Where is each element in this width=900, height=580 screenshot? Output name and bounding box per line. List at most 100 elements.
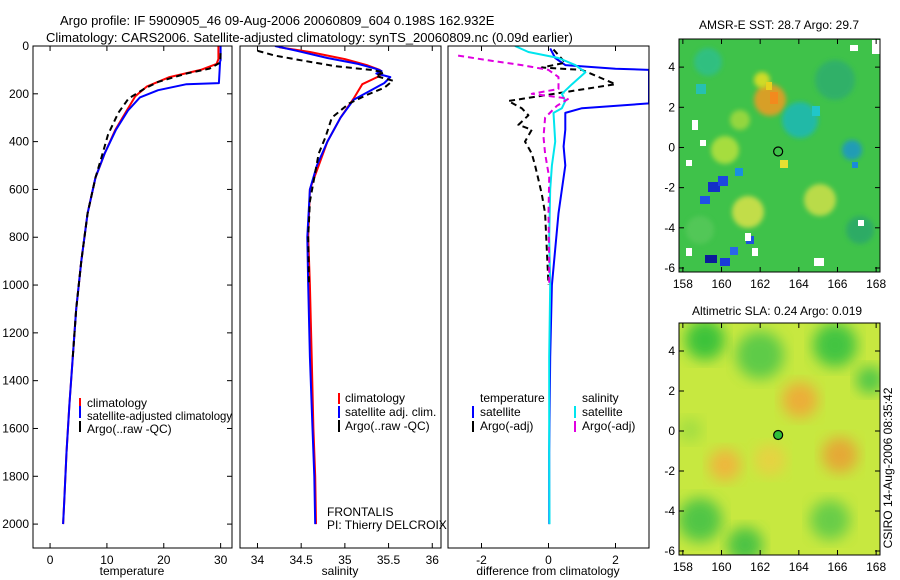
temperature-panel: 0 10 20 30 0 200 400 600 800 1000 1200 1400 1600 1800… [2,39,233,578]
series-line-climatology [279,46,381,525]
sla-map-axes-box [678,322,881,556]
x-tick-label: 164 [789,277,809,291]
x-tick-label: 0 [545,553,552,567]
x-tick-label: 30 [214,553,228,567]
sla-field-blob [810,500,850,540]
sst-field-blob [804,184,836,216]
y-tick-label: -4 [664,504,675,518]
sst-field-cell [852,162,858,168]
y-tick-label: 1400 [2,374,29,388]
x-tick-label: 160 [712,277,732,291]
legend-label-argo: Argo(..raw -QC) [345,419,430,433]
sst-field-cell [752,248,758,256]
y-tick-label: 2000 [2,517,29,531]
sst-field-blob [686,216,714,244]
series-line-climatology [62,46,220,525]
x-tick-label: 2 [612,553,619,567]
difference-legend: temperature salinity satellite Argo(-adj… [472,391,635,433]
sst-field-cell [686,160,692,166]
x-tick-label: 36 [426,553,440,567]
difference-axes-box [447,45,650,549]
salinity-lines [257,46,394,525]
x-tick-label: 168 [866,277,886,291]
y-tick-label: 600 [9,182,29,196]
sst-field-cell [730,247,738,255]
legend-label-temp-satellite: satellite [480,405,521,419]
y-tick-label: 800 [9,230,29,244]
series-line-salinity-satellite [514,46,587,525]
legend-label-sal-argo: Argo(-adj) [582,419,635,433]
series-line-argo-raw-qc [71,53,222,357]
difference-panel: -2 0 2 difference from climatology tempera… [447,45,650,578]
legend-label-argo: Argo(..raw -QC) [87,422,172,436]
x-tick-label: 158 [673,560,693,574]
series-line-satellite-adj-clim [274,46,392,525]
x-tick-label: 164 [789,560,809,574]
sst-field-blob [815,60,855,100]
csiro-timestamp: CSIRO 14-Aug-2006 08:35:42 [881,387,895,548]
y-tick-label: 1600 [2,421,29,435]
sst-field-cell [720,258,730,266]
difference-axis-ticks: -2 0 2 [476,46,619,567]
sla-map-field [679,323,880,555]
temperature-axes-box [32,45,233,549]
sst-map-panel: AMSR-E SST: 28.7 Argo: 29.7 158 160 162 164… [664,18,886,291]
sst-map-axis-ticks: 158 160 162 164 166 168 -6 -4 -2 0 2 4 [664,39,886,291]
y-tick-label: 1200 [2,326,29,340]
y-tick-label: -2 [664,181,675,195]
sla-field-blob [754,444,786,476]
sst-field-blob [694,48,722,76]
y-tick-label: 2 [668,384,675,398]
sst-map-axes-box [678,38,881,273]
sst-field-blob [842,140,862,160]
frontalis-label: FRONTALIS [327,505,393,519]
legend-label-temp-argo: Argo(-adj) [480,419,533,433]
y-tick-label: -6 [664,544,675,558]
sst-field-cell [696,84,706,94]
x-tick-label: 34 [251,553,265,567]
sla-field-blob [709,449,741,481]
sst-field-cell [770,92,778,104]
temperature-xlabel: temperature [100,564,165,578]
legend-label-climatology: climatology [87,396,147,410]
y-tick-label: 0 [668,424,675,438]
sst-field-cell [686,248,692,256]
sla-map-blobs [679,323,880,555]
sst-field-cell [692,120,698,130]
sla-field-blob [856,366,880,394]
legend-header-temperature: temperature [480,391,545,405]
temperature-axis-ticks: 0 10 20 30 0 200 400 600 800 1000 1200 1400 1600 1800… [2,39,232,567]
sst-field-cell [812,106,820,116]
sla-field-blob [685,323,725,360]
sla-field-blob [727,527,763,555]
difference-lines [457,46,649,525]
x-tick-label: 0 [47,553,54,567]
sst-field-cell [718,176,728,186]
sla-field-blob [782,382,818,418]
title-line-1: Argo profile: IF 5900905_46 09-Aug-2006 … [60,13,495,28]
sst-field-blob [711,136,739,164]
x-tick-label: 166 [827,277,847,291]
sla-field-blob [679,498,722,542]
salinity-panel: 34 34.5 35 35.5 36 salinity climatology sate… [239,45,447,578]
sst-field-blob [732,196,764,228]
sla-map-panel: Altimetric SLA: 0.24 Argo: 0.019 158 160 1… [664,304,886,574]
sst-field-cell [858,220,864,226]
legend-label-satellite: satellite-adjusted climatology [87,409,232,423]
sst-map-title: AMSR-E SST: 28.7 Argo: 29.7 [699,18,859,32]
x-tick-label: 158 [673,277,693,291]
sst-map-cells [686,40,880,266]
sla-map-title: Altimetric SLA: 0.24 Argo: 0.019 [692,304,862,318]
sst-field-cell [872,48,880,54]
y-tick-label: 0 [668,140,675,154]
y-tick-label: 4 [668,344,675,358]
y-tick-label: 0 [22,39,29,53]
sst-field-cell [700,196,710,204]
x-tick-label: 35 [338,553,352,567]
series-line-temperature-argo-adj [507,48,617,286]
sla-field-blob [822,437,858,473]
legend-label-sal-satellite: satellite [582,405,623,419]
y-tick-label: 4 [668,60,675,74]
salinity-xlabel: salinity [322,564,359,578]
sla-map-axis-ticks: 158 160 162 164 166 168 -6 -4 -2 0 2 4 [664,323,886,574]
